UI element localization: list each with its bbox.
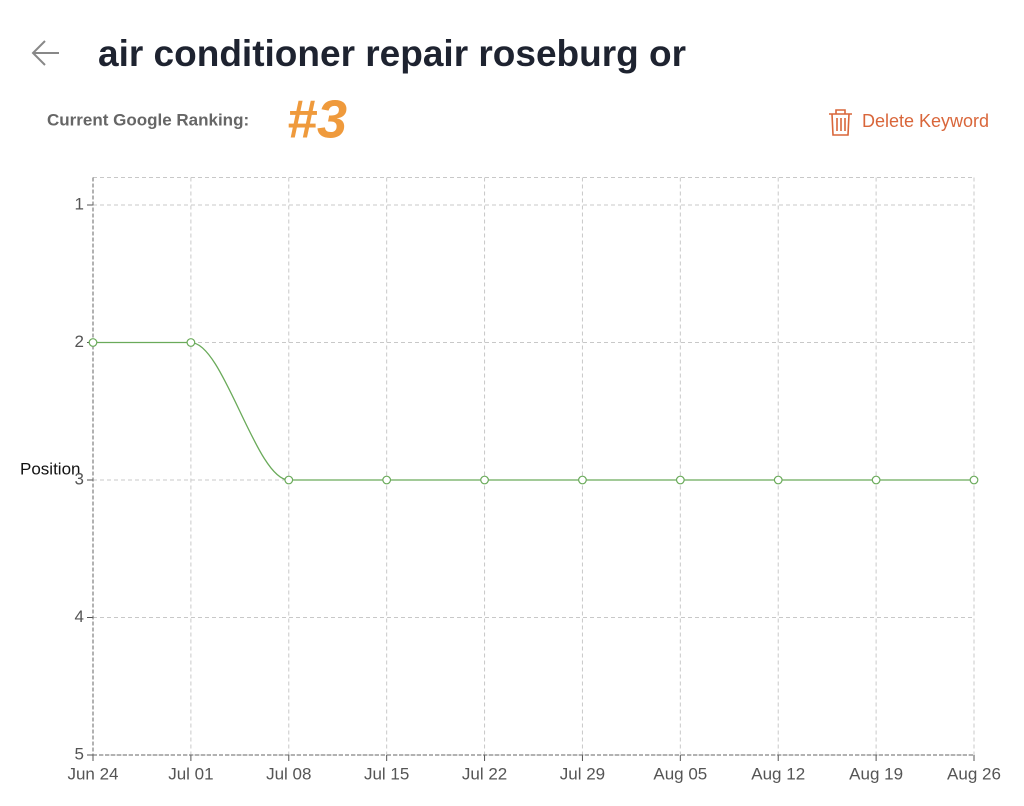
data-point xyxy=(773,475,783,485)
x-tick-label: Jul 29 xyxy=(560,764,605,783)
x-tick-label: Aug 05 xyxy=(653,764,707,783)
data-point xyxy=(871,475,881,485)
data-point xyxy=(88,338,98,347)
y-tick-label: 4 xyxy=(75,607,84,626)
ranking-label: Current Google Ranking: xyxy=(47,110,249,129)
data-point xyxy=(382,475,392,485)
y-tick-label: 1 xyxy=(75,194,84,213)
back-arrow[interactable] xyxy=(31,40,59,66)
ranking-value: #3 xyxy=(287,89,347,149)
x-tick-label: Jul 15 xyxy=(364,764,409,783)
page-title: air conditioner repair roseburg or xyxy=(98,33,686,74)
x-tick-label: Jul 01 xyxy=(168,764,213,783)
x-tick-label: Jul 08 xyxy=(266,764,311,783)
x-tick-label: Jun 24 xyxy=(67,764,118,783)
data-point xyxy=(186,338,196,347)
data-point xyxy=(578,475,587,485)
x-tick-label: Aug 12 xyxy=(751,764,805,783)
y-tick-label: 3 xyxy=(75,469,84,488)
x-tick-label: Jul 22 xyxy=(462,764,507,783)
y-axis-label: Position xyxy=(20,459,80,478)
back-button[interactable] xyxy=(31,40,59,66)
x-tick-label: Aug 26 xyxy=(947,764,1001,783)
delete-keyword[interactable]: Delete Keyword xyxy=(862,111,989,131)
y-tick-label: 5 xyxy=(75,744,84,763)
data-point xyxy=(675,475,685,485)
x-tick-label: Aug 19 xyxy=(849,764,903,783)
data-point xyxy=(969,475,979,485)
series-line xyxy=(92,341,974,481)
trash-icon[interactable] xyxy=(829,109,852,136)
data-point xyxy=(284,475,294,485)
data-point xyxy=(480,475,489,485)
y-tick-label: 2 xyxy=(75,332,84,351)
delete-button[interactable]: Delete Keyword xyxy=(829,109,989,136)
